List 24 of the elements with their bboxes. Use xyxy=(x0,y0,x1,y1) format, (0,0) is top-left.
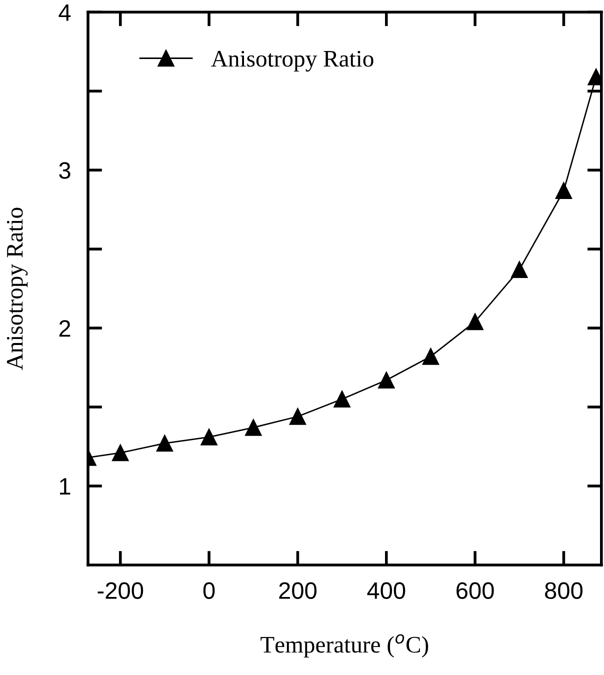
y-tick-label: 4 xyxy=(58,4,71,21)
x-tick-label: -200 xyxy=(98,582,144,599)
point xyxy=(112,444,129,462)
x-tick-label: 400 xyxy=(367,582,406,599)
x-tick-label: 600 xyxy=(456,582,494,599)
point xyxy=(511,261,528,278)
y-axis-title: Anisotropy Ratio xyxy=(6,208,28,370)
x-tick-label: 800 xyxy=(545,582,582,599)
legend-label: Anisotropy Ratio xyxy=(211,50,374,72)
point xyxy=(466,313,484,330)
y-tick-label: 1 xyxy=(60,478,70,495)
x-axis-title: Temperature ($^{o}$C) xyxy=(260,634,428,658)
y-tick-label: 2 xyxy=(59,320,70,337)
point xyxy=(245,419,262,436)
point xyxy=(156,435,174,452)
x-tick-label: 0 xyxy=(203,582,215,599)
point xyxy=(200,428,218,446)
point xyxy=(378,372,395,389)
y-tick-label: 3 xyxy=(59,162,70,179)
point xyxy=(334,390,350,408)
point xyxy=(289,408,306,425)
x-tick-label: 200 xyxy=(279,582,316,599)
point xyxy=(555,182,572,199)
point xyxy=(422,348,440,365)
